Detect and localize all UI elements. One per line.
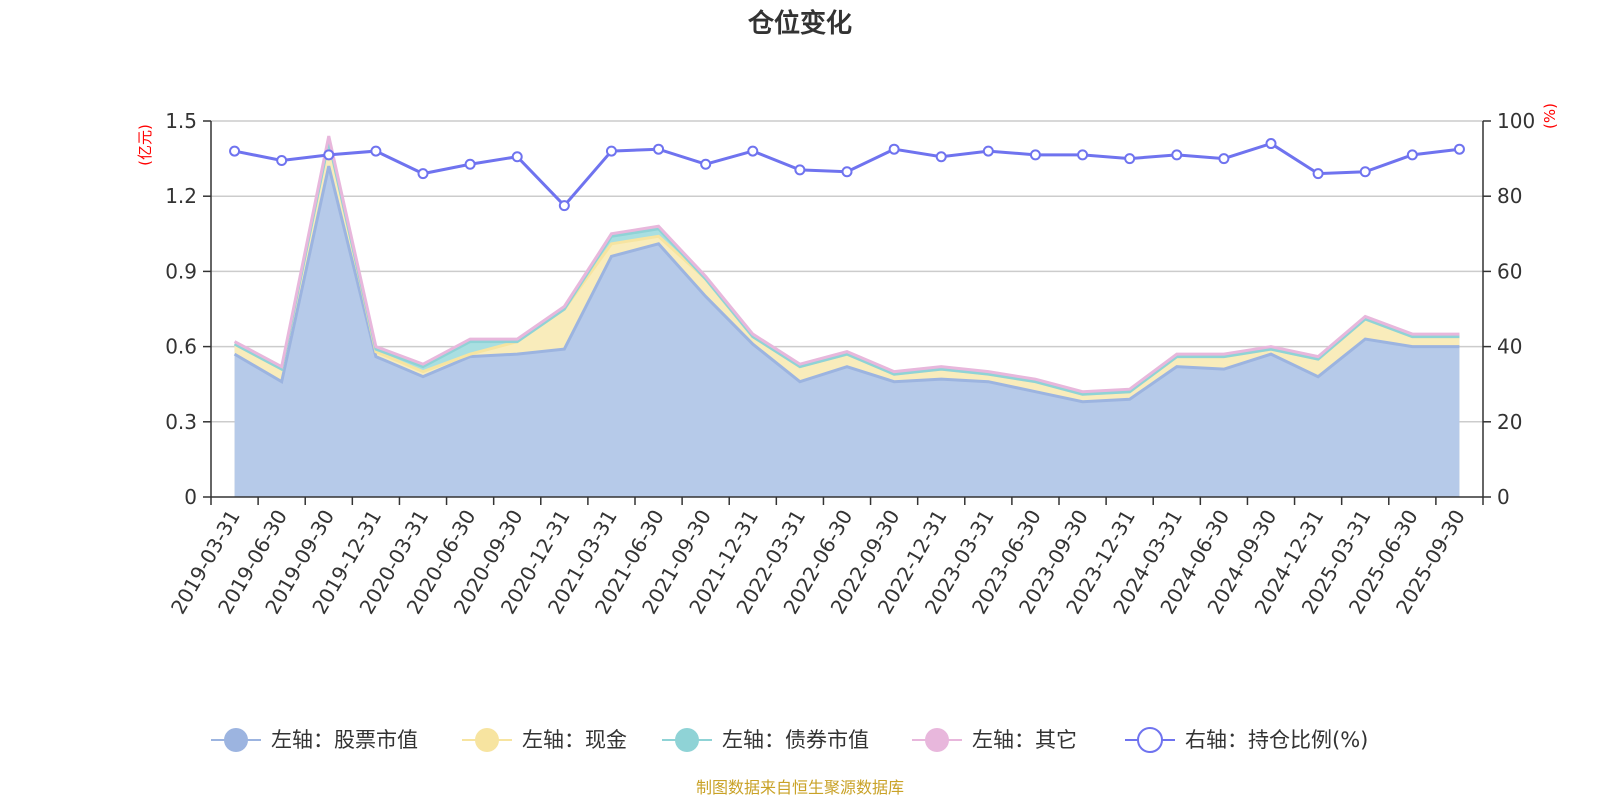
legend-symbol-4 [1137, 727, 1163, 753]
ratio-point [700, 158, 712, 170]
ratio-point [747, 145, 759, 157]
ratio-point [1124, 153, 1136, 165]
ratio-point [464, 158, 476, 170]
ratio-point [417, 168, 429, 180]
ratio-point [276, 154, 288, 166]
left-axis-unit: (亿元) [136, 124, 154, 166]
ratio-point [1406, 149, 1418, 161]
left-tick-label: 0 [184, 485, 197, 509]
ratio-point [1029, 149, 1041, 161]
right-tick-label: 40 [1497, 335, 1522, 359]
left-tick-label: 0.6 [165, 335, 197, 359]
area-line-2 [233, 140, 1460, 396]
legend-label-2: 左轴：债券市值 [722, 728, 869, 752]
right-tick-label: 100 [1497, 109, 1535, 133]
ratio-point [605, 145, 617, 157]
ratio-point [1453, 143, 1465, 155]
right-tick-label: 80 [1497, 184, 1522, 208]
left-tick-label: 0.3 [165, 410, 197, 434]
ratio-point [1218, 153, 1230, 165]
ratio-point [841, 166, 853, 178]
legend-label-0: 左轴：股票市值 [271, 728, 418, 752]
ratio-point [794, 164, 806, 176]
ratio-line [229, 138, 1465, 212]
ratio-point [653, 143, 665, 155]
right-tick-label: 20 [1497, 410, 1522, 434]
left-tick-label: 1.2 [165, 184, 197, 208]
area-0 [234, 166, 1460, 497]
area-line-3 [233, 135, 1460, 394]
ratio-point [511, 151, 523, 163]
legend-label-1: 左轴：现金 [522, 728, 627, 752]
ratio-point [1359, 166, 1371, 178]
legend-label-4: 右轴：持仓比例(%) [1185, 728, 1368, 752]
right-tick-label: 60 [1497, 259, 1522, 283]
ratio-point [229, 145, 241, 157]
ratio-point [1077, 149, 1089, 161]
ratio-point [370, 145, 382, 157]
ratio-point [935, 151, 947, 163]
left-tick-label: 0.9 [165, 259, 197, 283]
legend: 左轴：股票市值 左轴：现金 左轴：债券市值 左轴：其它 右轴：持仓比例(%) [211, 727, 1368, 753]
legend-symbol-2 [675, 728, 699, 752]
legend-symbol-3 [925, 728, 949, 752]
left-tick-label: 1.5 [165, 109, 197, 133]
ratio-point [888, 143, 900, 155]
right-tick-label: 0 [1497, 485, 1510, 509]
ratio-point [1265, 138, 1277, 150]
legend-symbol-1 [475, 728, 499, 752]
ratio-point [1312, 168, 1324, 180]
ratio-point [982, 145, 994, 157]
stacked-areas [233, 135, 1460, 498]
legend-label-3: 左轴：其它 [972, 728, 1077, 752]
right-axis-unit: (%) [1541, 103, 1559, 129]
ratio-point [558, 200, 570, 212]
ratio-point [323, 149, 335, 161]
data-source-note: 制图数据来自恒生聚源数据库 [696, 778, 904, 797]
ratio-point [1171, 149, 1183, 161]
legend-symbol-0 [224, 728, 248, 752]
area-line-0 [233, 165, 1460, 404]
chart-title: 仓位变化 [747, 8, 852, 39]
